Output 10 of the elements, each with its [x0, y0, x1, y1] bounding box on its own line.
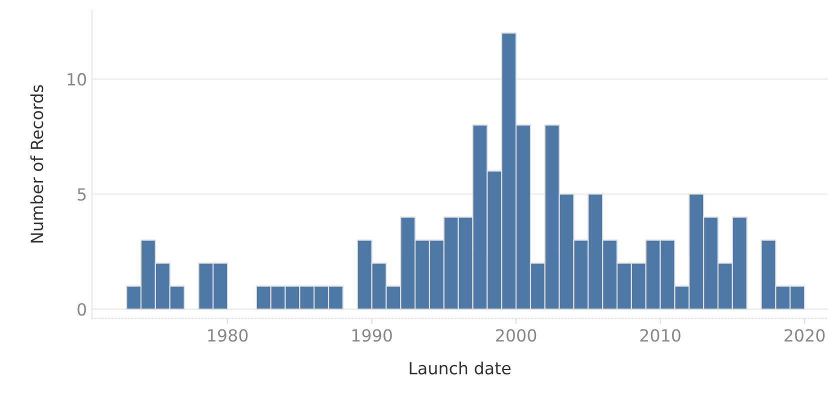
y-axis-title: Number of Records	[30, 85, 44, 243]
y-tick-label: 0	[78, 303, 86, 316]
y-tick-label: 5	[78, 188, 86, 201]
x-tick-label: 2020	[784, 329, 825, 342]
x-axis-title: Launch date	[410, 362, 511, 374]
x-tick-label: 2000	[496, 329, 536, 342]
x-tick-label: 2010	[640, 329, 680, 342]
x-tick-label: 1990	[352, 329, 392, 342]
y-tick-label: 10	[68, 73, 86, 86]
x-tick-label: 1980	[208, 329, 248, 342]
